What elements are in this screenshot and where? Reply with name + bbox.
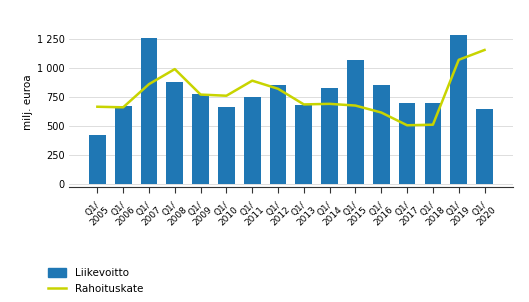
Y-axis label: milj. euroa: milj. euroa	[23, 75, 33, 130]
Legend: Liikevoitto, Rahoituskate: Liikevoitto, Rahoituskate	[48, 268, 143, 294]
Bar	[321, 88, 338, 184]
Bar	[425, 103, 441, 184]
Bar	[115, 106, 132, 184]
Bar	[192, 94, 209, 184]
Bar	[270, 85, 286, 184]
Bar	[373, 85, 390, 184]
Bar	[399, 103, 415, 184]
Bar	[296, 105, 312, 184]
Bar	[89, 135, 106, 184]
Bar	[450, 36, 467, 184]
Bar	[141, 38, 157, 184]
Bar	[167, 82, 183, 184]
Bar	[218, 107, 235, 184]
Bar	[244, 97, 261, 184]
Bar	[347, 60, 364, 184]
Bar	[476, 109, 493, 184]
